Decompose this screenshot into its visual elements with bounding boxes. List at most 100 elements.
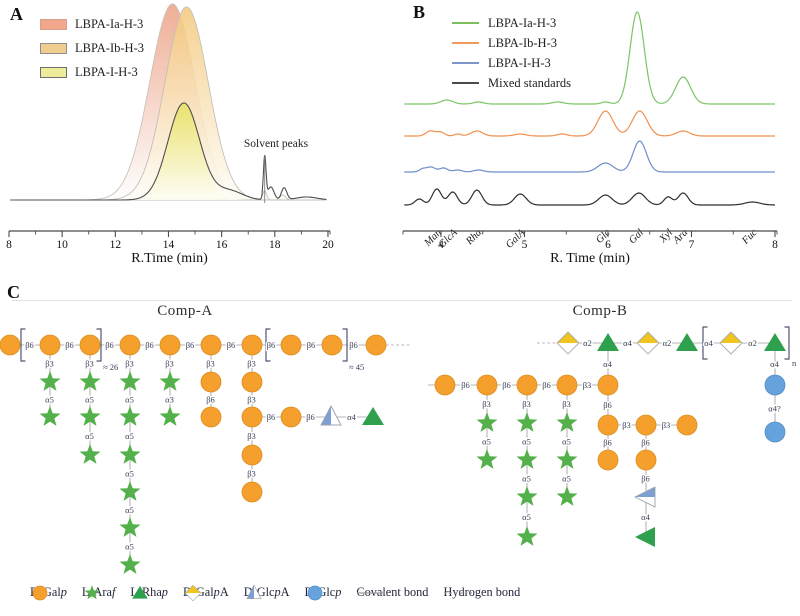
linkage-label: α2: [583, 338, 592, 348]
node-d-galpa: [556, 331, 580, 355]
linkage-label: β6: [186, 340, 195, 350]
linkage-label: β6: [641, 438, 650, 448]
linkage-label: β6: [227, 340, 236, 350]
linkage-label: β6: [206, 395, 215, 405]
glycan-symbol-icon: [184, 584, 202, 601]
node-l-araf: [119, 517, 141, 537]
linkage-label: β6: [306, 412, 315, 422]
panel-b-label: B: [413, 2, 426, 22]
x-tick-label: 8: [772, 239, 778, 251]
node-d-galp: [365, 334, 387, 356]
glycan-legend-item: D-GlcpA: [244, 584, 290, 600]
linkage-label: β3: [85, 359, 94, 369]
panel-b-axis-title: R. Time (min): [550, 251, 630, 266]
linkage-label: β3: [562, 399, 571, 409]
node-d-galp: [280, 334, 302, 356]
glycan-symbol-icon: [132, 585, 149, 599]
node-d-glcpa: [320, 405, 342, 426]
linkage-label: β6: [267, 412, 276, 422]
linkage-label: β6: [145, 340, 154, 350]
linkage-label: β6: [65, 340, 74, 350]
node-l-rhap: [676, 333, 698, 351]
repeat-bracket: [20, 328, 26, 362]
node-l-rhap: [132, 585, 149, 599]
node-d-galp: [635, 449, 657, 471]
legend-label: LBPA-Ib-H-3: [488, 35, 557, 50]
covalent-bond-icon: [357, 591, 386, 594]
node-d-galp: [516, 374, 538, 396]
x-tick-label: 7: [689, 239, 695, 251]
node-d-galp: [39, 334, 61, 356]
linkage-label: β6: [267, 340, 276, 350]
glycan-structure: α2 α4 α2 α4 α2 α4 β6 β6 β6 β3 β3 α5 β3 α5 α5 α5 β3 α5 α5 β6…: [428, 326, 797, 547]
node-l-araf: [119, 371, 141, 391]
x-tick-label: 16: [216, 239, 228, 251]
linkage-label: β3: [482, 399, 491, 409]
node-d-galp: [635, 414, 657, 436]
panel-c-diagram: β6 β6 β6 β6 β6 β6 β6 β6 β6 β3 α5 β3 α5 α5 β3 α5 α5 α5 α5 α5…: [0, 326, 797, 574]
node-l-araf: [556, 449, 578, 469]
repeat-bracket: [342, 328, 348, 362]
linkage-label: β6: [307, 340, 316, 350]
linkage-label: β3: [662, 420, 671, 430]
linkage-label: β3: [583, 380, 592, 390]
panel-b-legend-item: LBPA-Ib-H-3: [452, 33, 571, 53]
linkage-label: α5: [522, 512, 531, 522]
node-d-galp: [241, 444, 263, 466]
comp-b-title: Comp-B: [572, 303, 628, 319]
glycan-legend-item: Hydrogen bond: [443, 585, 520, 600]
linkage-label: β6: [641, 474, 650, 484]
panel-a-legend-item: LBPA-Ib-H-3: [40, 36, 144, 60]
linkage-label: β6: [603, 438, 612, 448]
panel-b-legend-item: LBPA-Ia-H-3: [452, 13, 571, 33]
glycan-legend-label: Covalent bond: [356, 585, 429, 599]
repeat-count-label: n: [792, 358, 797, 368]
node-d-galp: [241, 481, 263, 503]
node-d-galp: [597, 414, 619, 436]
node-d-galp: [476, 374, 498, 396]
glycan-legend-item: L-Araf: [82, 584, 115, 600]
sugar-peak-label: Gal: [627, 227, 646, 246]
legend-label: Mixed standards: [488, 75, 571, 90]
linkage-label: α2: [663, 338, 672, 348]
node-d-galp: [200, 406, 222, 428]
linkage-label: α5: [522, 437, 531, 447]
node-l-araf: [84, 584, 100, 599]
node-l-araf: [119, 554, 141, 574]
linkage-label: α5: [85, 395, 94, 405]
repeat-count-label: ≈ 26: [103, 362, 118, 372]
node-d-galp: [200, 371, 222, 393]
linkage-label: β6: [502, 380, 511, 390]
linkage-label: β6: [542, 380, 551, 390]
linkage-label: β3: [247, 469, 256, 479]
linkage-label: β3: [247, 431, 256, 441]
x-tick-label: 14: [163, 239, 175, 251]
linkage-label: β6: [603, 400, 612, 410]
node-l-araf: [39, 371, 61, 391]
x-tick-label: 5: [522, 239, 528, 251]
node-d-galpa: [184, 584, 202, 601]
node-l-araf: [119, 444, 141, 464]
node-l-araf: [516, 412, 538, 432]
legend-label: LBPA-I-H-3: [75, 64, 138, 79]
legend-swatch: [40, 18, 67, 30]
linkage-label: α2: [748, 338, 757, 348]
node-l-araf: [476, 449, 498, 469]
x-tick-label: 6: [605, 239, 611, 251]
node-d-glcp: [764, 374, 786, 396]
legend-swatch: [40, 42, 67, 54]
linkage-label: α5: [482, 437, 491, 447]
legend-line-swatch: [452, 22, 479, 24]
glycan-legend-item: Covalent bond: [356, 585, 428, 600]
node-d-galp: [159, 334, 181, 356]
node-d-glcp: [764, 421, 786, 443]
x-tick-label: 4: [438, 239, 444, 251]
linkage-label: β3: [247, 359, 256, 369]
panel-a-legend-item: LBPA-Ia-H-3: [40, 12, 144, 36]
glycan-symbol-icon: [307, 585, 322, 600]
node-d-galp: [241, 371, 263, 393]
linkage-label: α5: [45, 395, 54, 405]
sugar-peak-label: Fuc: [740, 227, 760, 247]
glycan-legend-item: D-Galp: [30, 585, 67, 600]
linkage-label: α5: [125, 542, 134, 552]
